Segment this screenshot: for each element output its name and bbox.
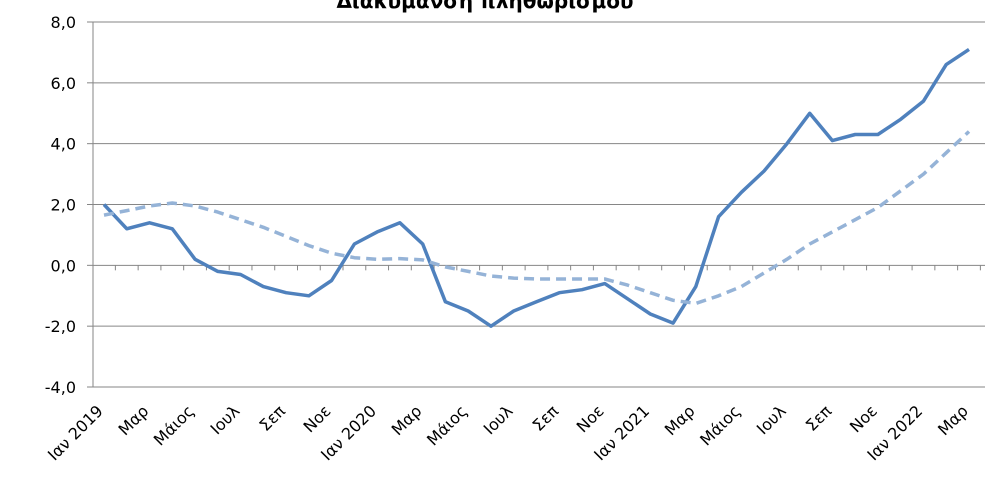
x-tick-label: Νοε [300,401,335,436]
gridlines [93,21,985,388]
x-tick-label: Νοε [573,401,608,436]
x-tick-label: Μαρ [388,401,426,439]
x-tick-label: Μάιος [696,401,744,449]
x-tick-label: Ιουλ [206,401,243,438]
x-tick-label: Ιαν 2019 [44,401,107,464]
series-lines [102,47,971,328]
x-tick-label: Μαρ [661,401,699,439]
y-tick-label: -2,0 [45,317,76,336]
y-axis: -4,0 -2,0 0,0 2,0 4,0 6,0 8,0 [45,13,94,397]
x-tick-label: Νοε [846,401,881,436]
x-tick-label: Μάιος [150,401,198,449]
y-tick-label: -4,0 [45,378,76,397]
x-tick-label: Ιουλ [753,401,790,438]
x-tick-label: Σεπ [529,401,563,435]
y-tick-label: 6,0 [51,74,76,93]
y-tick-label: 2,0 [51,196,76,215]
y-tick-label: 0,0 [51,256,76,275]
y-tick-label: 8,0 [51,13,76,32]
x-tick-label: Σεπ [802,401,836,435]
x-tick-label: Σεπ [255,401,289,435]
x-tick-label: Μαρ [934,401,972,439]
series-line-1 [102,47,970,328]
x-tick-label: Μάιος [423,401,471,449]
x-tick-label: Ιουλ [480,401,517,438]
chart-title: Διακύμανση πληθωρισμού [336,0,633,13]
y-tick-label: 4,0 [51,135,76,154]
series-line-2 [103,130,971,306]
x-tick-label: Μαρ [115,401,153,439]
